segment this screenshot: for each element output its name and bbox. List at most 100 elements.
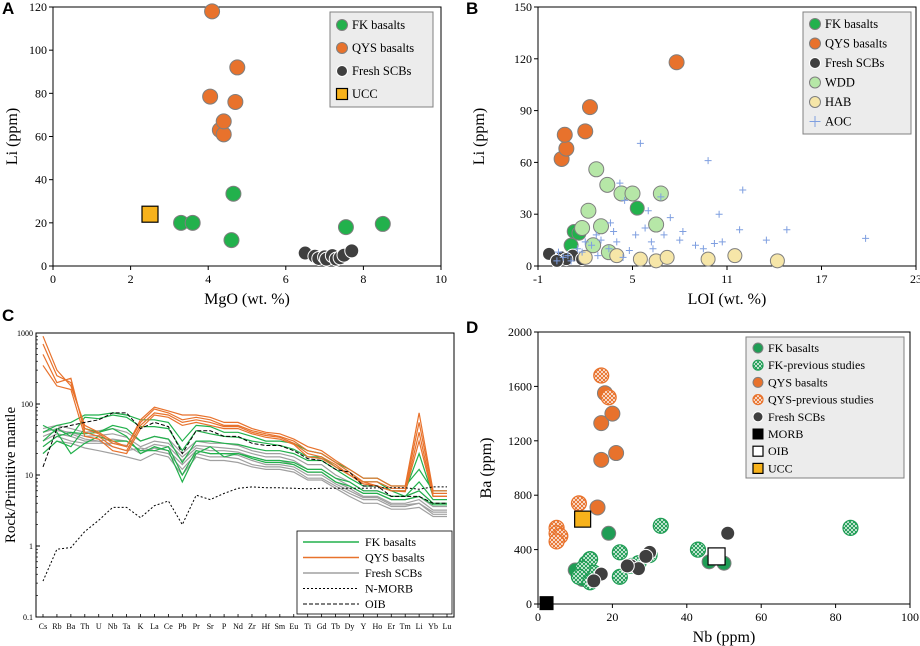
point-hab <box>700 251 716 267</box>
point-qys-basalts <box>229 59 246 76</box>
profile-qys-basalts <box>42 343 447 494</box>
legend-label: FK-previous studies <box>768 358 865 372</box>
x-tick-label: 4 <box>205 272 211 286</box>
point-qys-basalts <box>202 88 219 105</box>
point-aoc <box>573 245 581 253</box>
point-aoc <box>710 240 718 248</box>
y-tick-label: 20 <box>35 216 47 230</box>
point-qys-basalts <box>668 54 685 71</box>
point-aoc <box>564 252 572 260</box>
x-tick-label: Sr <box>207 622 214 631</box>
y-tick-label: 10 <box>25 471 33 480</box>
x-tick-label: Nd <box>233 622 243 631</box>
point-fk-basalts <box>225 185 242 202</box>
y-tick-label: 1600 <box>508 379 532 393</box>
point-aoc <box>641 224 649 232</box>
legend-label: QYS basalts <box>352 41 414 55</box>
y-axis-label: Rock/Primitive mantle <box>3 407 19 544</box>
point-aoc <box>594 252 602 260</box>
legend-marker <box>752 428 764 440</box>
y-tick-label: 1 <box>29 542 33 551</box>
legend-marker <box>336 42 348 54</box>
point-ucc <box>574 510 592 528</box>
point-aoc <box>559 253 567 261</box>
point-aoc <box>578 248 586 256</box>
point-wdd <box>574 220 591 237</box>
point-wdd <box>599 176 616 193</box>
legend-label: N-MORB <box>365 582 413 596</box>
point-aoc <box>610 227 618 235</box>
point-qys-basalts <box>204 3 221 20</box>
legend-marker <box>809 57 821 69</box>
x-tick-label: Tb <box>331 622 340 631</box>
y-tick-label: 0 <box>526 597 532 611</box>
profile-fresh-scbs <box>42 430 447 508</box>
point-qys-basalts <box>577 123 594 140</box>
y-axis-label: Li (ppm) <box>4 108 21 165</box>
y-tick-label: 1200 <box>508 434 532 448</box>
legend-marker <box>752 342 764 354</box>
x-tick-label: 23 <box>910 272 920 286</box>
profile-fresh-scbs <box>42 440 447 518</box>
legend-label: Fresh SCBs <box>768 410 825 424</box>
x-tick-label: Pr <box>193 622 200 631</box>
legend-label: FK basalts <box>365 535 416 549</box>
legend-marker <box>809 96 821 108</box>
x-tick-label: Cs <box>39 622 47 631</box>
x-tick-label: Nb <box>108 622 118 631</box>
point-aoc <box>762 236 770 244</box>
point-aoc <box>657 193 665 201</box>
point-aoc <box>592 231 600 239</box>
point-hab <box>609 248 625 264</box>
point-aoc <box>605 245 613 253</box>
legend-label: QYS basalts <box>768 375 828 389</box>
x-tick-label: 40 <box>681 610 693 624</box>
point-qys-previous-studies <box>570 495 588 512</box>
point-qys-basalts <box>558 140 575 157</box>
point-qys-previous-studies <box>593 367 610 384</box>
legend-box <box>802 11 912 135</box>
point-morb <box>539 596 554 611</box>
x-tick-label: 0 <box>50 272 56 286</box>
legend-label: Fresh SCBs <box>825 56 885 70</box>
profile-fresh-scbs <box>42 433 447 511</box>
legend-box <box>745 336 905 479</box>
legend-marker <box>752 462 764 474</box>
point-aoc <box>692 241 699 249</box>
point-aoc <box>597 236 605 244</box>
point-qys-basalts <box>593 415 610 432</box>
point-fk-basalts <box>184 214 201 231</box>
point-aoc <box>679 227 687 235</box>
legend-label: AOC <box>825 115 851 129</box>
x-tick-label: Zr <box>248 622 256 631</box>
y-tick-label: 30 <box>520 207 532 221</box>
panel-label-a: A <box>2 0 14 18</box>
point-fk-previous-studies <box>842 519 859 536</box>
x-tick-label: 17 <box>816 272 828 286</box>
y-tick-label: 60 <box>520 155 532 169</box>
x-tick-label: 6 <box>283 272 289 286</box>
profile-fresh-scbs <box>42 435 447 513</box>
point-fresh-scbs <box>619 558 635 574</box>
legend-label: WDD <box>825 76 855 90</box>
x-tick-label: Pb <box>178 622 186 631</box>
point-aoc <box>632 231 640 239</box>
point-wdd <box>580 202 597 219</box>
y-tick-label: 80 <box>35 86 47 100</box>
point-fresh-scbs <box>720 525 736 541</box>
plot-frame <box>537 331 911 605</box>
x-tick-label: 0 <box>535 610 541 624</box>
x-tick-label: Lu <box>443 622 452 631</box>
y-tick-label: 100 <box>29 43 47 57</box>
x-tick-label: 100 <box>901 610 919 624</box>
x-tick-label: Hf <box>262 622 271 631</box>
point-aoc <box>581 238 589 246</box>
point-aoc <box>554 248 562 256</box>
x-tick-label: Dy <box>345 622 355 631</box>
y-tick-label: 40 <box>35 173 47 187</box>
legend-label: Fresh SCBs <box>352 64 412 78</box>
x-tick-label: Li <box>416 622 424 631</box>
point-aoc <box>666 214 674 222</box>
x-axis-label: LOI (wt. %) <box>688 291 767 308</box>
